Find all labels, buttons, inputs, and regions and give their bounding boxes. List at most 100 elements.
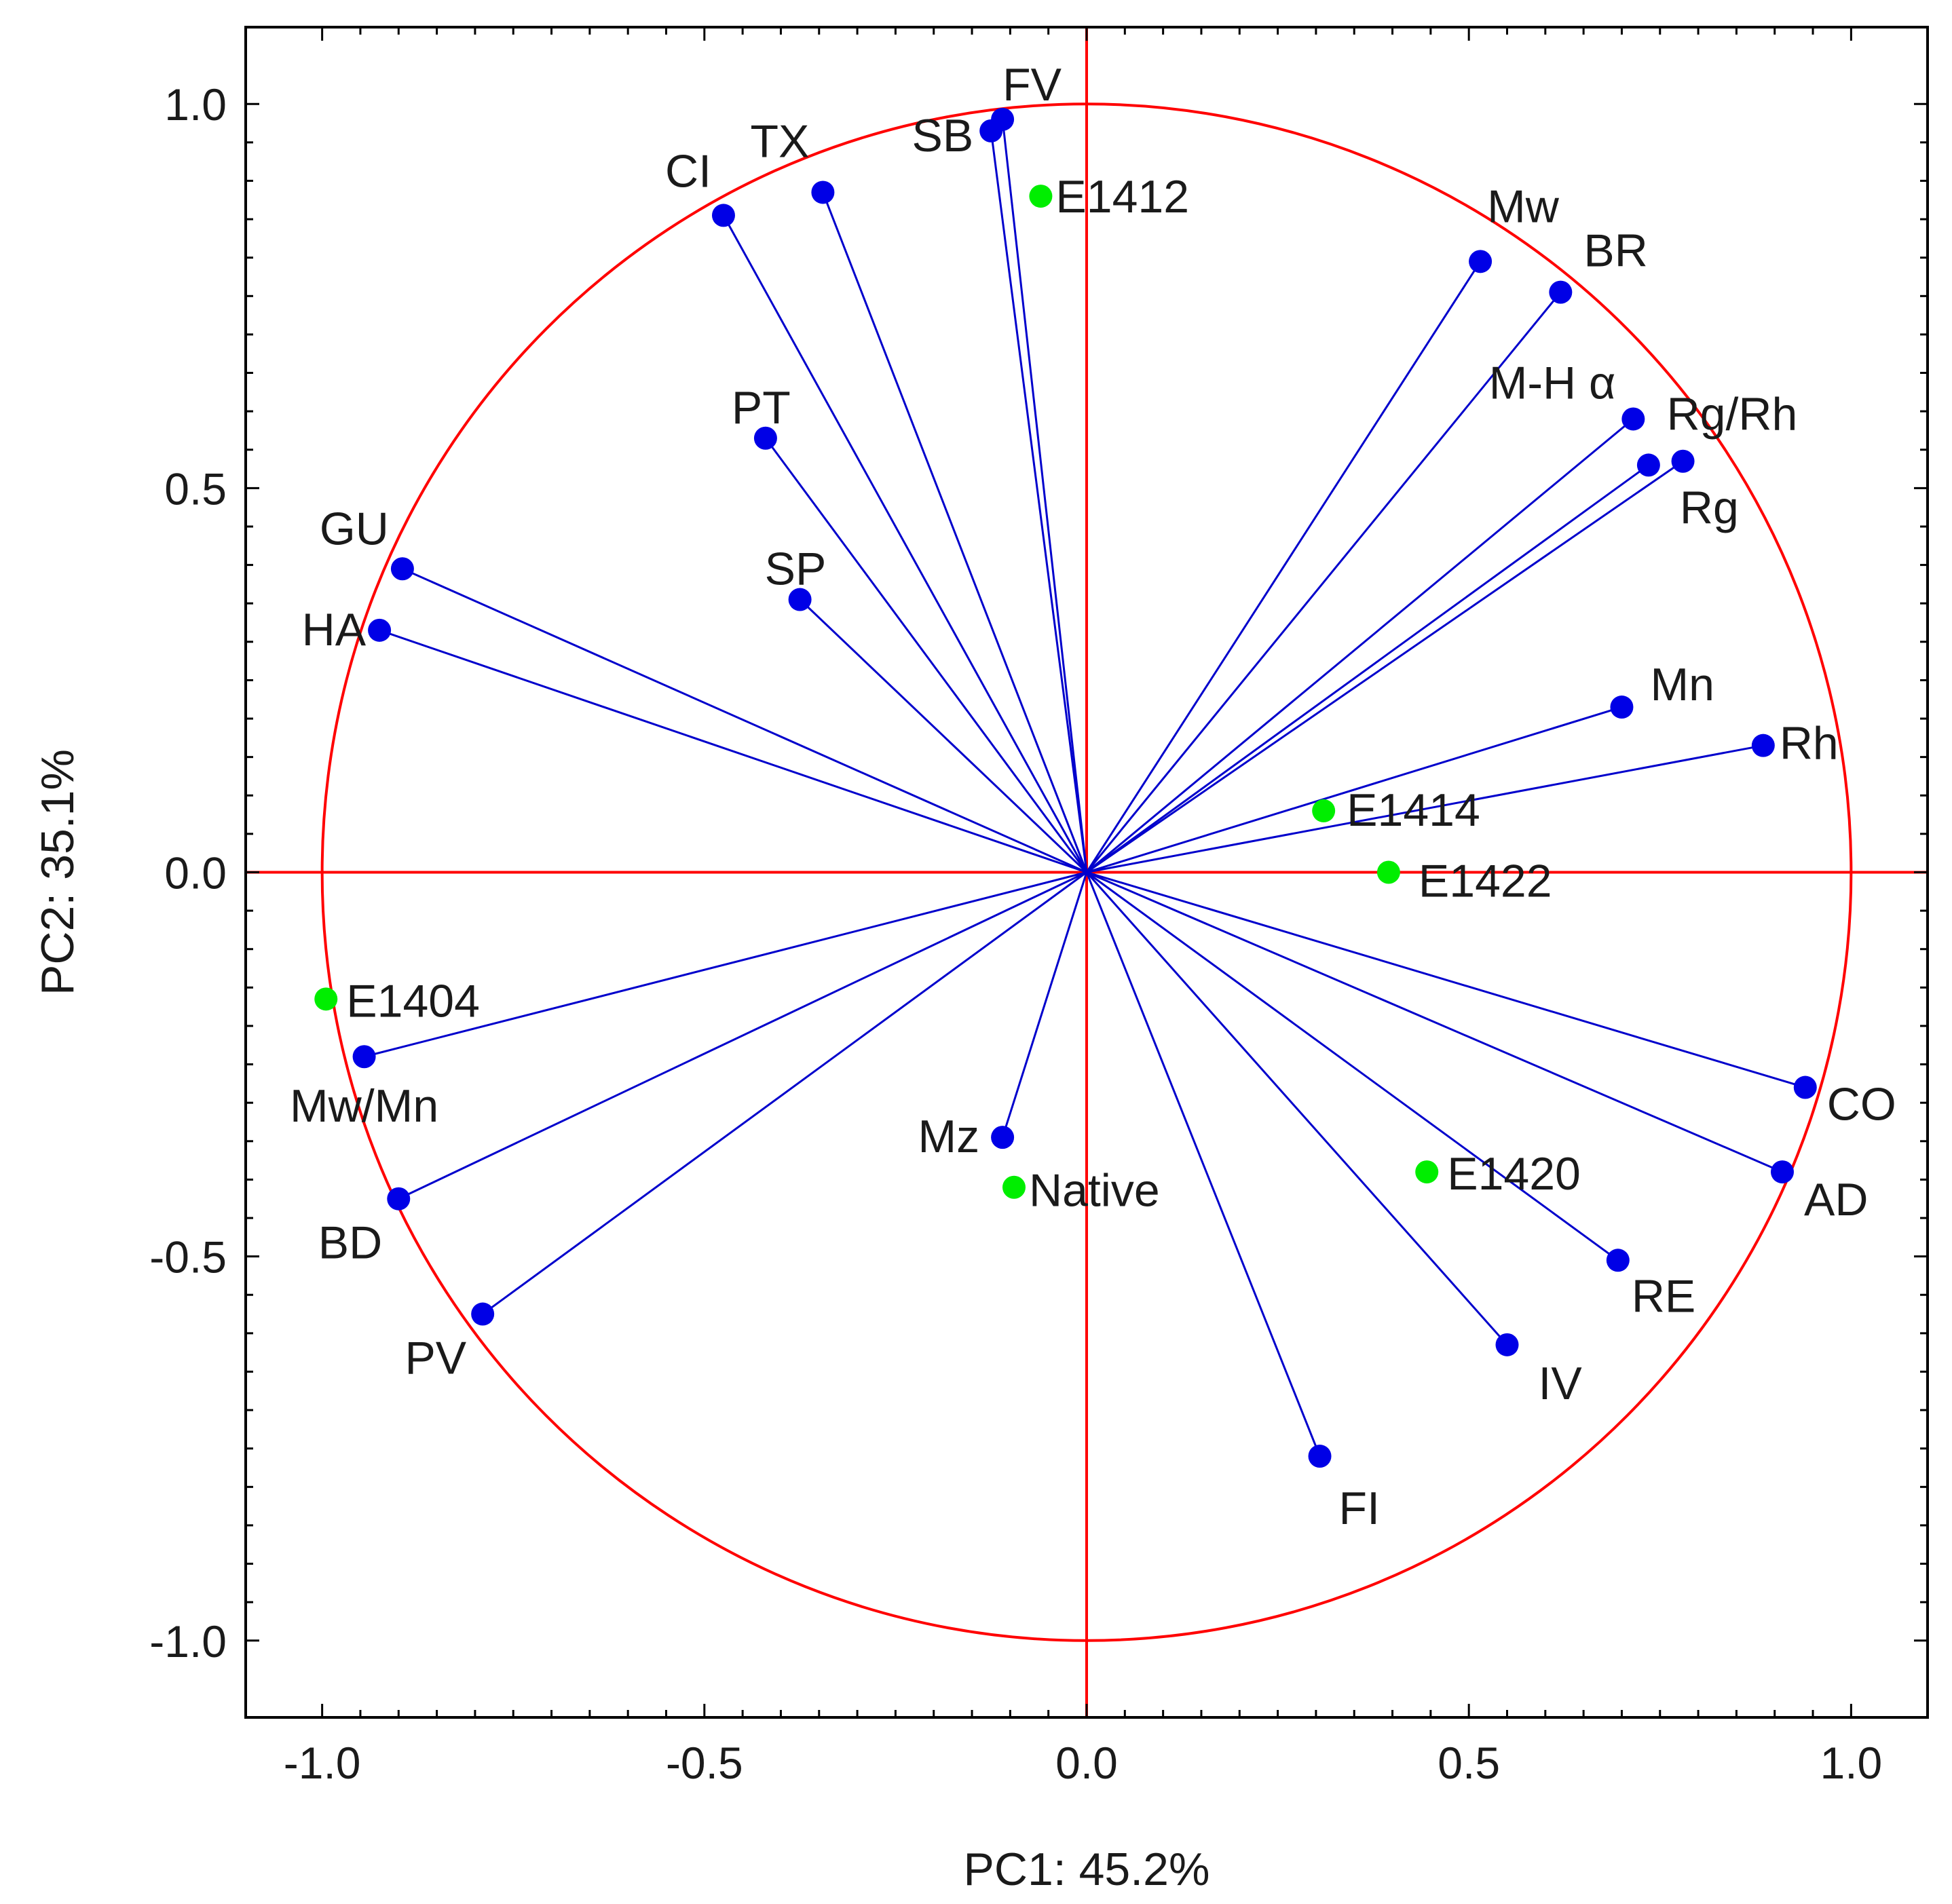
variable-label-br: BR (1583, 225, 1647, 277)
variable-point-m-h- (1621, 407, 1645, 431)
y-axis-title: PC2: 35.1% (32, 749, 83, 995)
variable-label-mn: Mn (1650, 659, 1714, 710)
variable-label-pv: PV (405, 1333, 466, 1384)
vector-mw (1085, 261, 1482, 873)
vector-pv (482, 871, 1087, 1315)
x-tick-label: 0.0 (1055, 1738, 1118, 1788)
variable-point-mn (1610, 696, 1634, 719)
vector-br (1085, 291, 1562, 873)
variable-point-bd (387, 1187, 411, 1211)
vector-co (1086, 871, 1806, 1088)
variable-point-re (1606, 1249, 1630, 1272)
variable-point-co (1793, 1075, 1817, 1099)
points-layer (314, 107, 1817, 1468)
variable-label-pt: PT (732, 382, 791, 434)
variable-point-rh (1751, 734, 1775, 757)
variable-label-m-h-: M-H α (1489, 357, 1616, 408)
variable-label-co: CO (1827, 1079, 1896, 1130)
variable-label-rg: Rg (1680, 482, 1739, 533)
variable-point-sb (979, 119, 1003, 142)
variable-point-pv (471, 1302, 495, 1326)
vector-gu (402, 567, 1087, 873)
variable-point-ci (711, 204, 735, 227)
x-tick-label: 0.5 (1438, 1738, 1500, 1788)
sample-point-e1420 (1415, 1160, 1439, 1184)
sample-label-e1412: E1412 (1055, 171, 1189, 223)
variable-label-fi: FI (1339, 1483, 1380, 1534)
variable-label-tx: TX (750, 115, 809, 167)
vector-ha (379, 629, 1087, 873)
sample-point-e1412 (1029, 185, 1053, 208)
vector-rh (1086, 744, 1764, 873)
plot-frame (244, 26, 1929, 1719)
vector-mz (1001, 872, 1088, 1138)
vector-ad (1086, 871, 1783, 1173)
variable-label-mw-mn: Mw/Mn (290, 1080, 438, 1132)
variable-label-mw: Mw (1487, 180, 1560, 232)
variable-point-mz (991, 1126, 1015, 1149)
vector-ci (722, 214, 1088, 873)
vector-bd (398, 871, 1087, 1200)
variable-point-sp (788, 588, 812, 611)
y-tick-label: -1.0 (149, 1616, 227, 1667)
variable-point-mw (1469, 250, 1493, 273)
variable-label-iv: IV (1539, 1358, 1583, 1409)
vector-fi (1085, 871, 1321, 1457)
variable-point-ha (368, 618, 392, 642)
variable-label-re: RE (1632, 1270, 1695, 1322)
variable-label-rg-rh: Rg/Rh (1667, 389, 1798, 440)
vector-sp (799, 598, 1088, 873)
sample-point-e1404 (314, 987, 338, 1011)
x-axis-title: PC1: 45.2% (964, 1844, 1210, 1895)
variable-label-bd: BD (318, 1217, 382, 1269)
variable-label-ha: HA (302, 604, 367, 655)
x-tick-label: -1.0 (284, 1738, 361, 1788)
variable-label-rh: Rh (1780, 718, 1839, 769)
loading-vectors-layer (364, 119, 1806, 1457)
vector-mn (1086, 706, 1622, 873)
vector-sb (990, 130, 1088, 873)
variable-point-tx (811, 180, 835, 204)
sample-label-native: Native (1029, 1165, 1160, 1217)
variable-point-br (1549, 280, 1573, 304)
vector-rg (1086, 464, 1649, 873)
variable-label-sb: SB (912, 110, 973, 161)
vector-rg-rh (1086, 460, 1684, 873)
variable-label-sp: SP (765, 544, 827, 595)
sample-label-e1420: E1420 (1447, 1148, 1581, 1200)
y-tick-label: 0.5 (164, 463, 227, 514)
variable-point-mw-mn (352, 1045, 376, 1069)
y-tick-label: 1.0 (164, 79, 227, 130)
variable-point-iv (1495, 1333, 1519, 1356)
x-tick-label: -0.5 (666, 1738, 743, 1788)
x-tick-label: 1.0 (1820, 1738, 1882, 1788)
variable-point-fi (1308, 1445, 1332, 1468)
variable-point-pt (753, 426, 777, 450)
point-labels-layer: FV SB TX CI PT SP GU HA Mw BR M-H α Rg/Rh Rg Mn Rh CO AD… (290, 59, 1896, 1534)
vector-iv (1085, 871, 1508, 1346)
variable-point-rg (1636, 453, 1660, 477)
variable-label-mz: Mz (918, 1111, 979, 1162)
vector-re (1086, 871, 1619, 1261)
variable-label-ci: CI (665, 145, 711, 197)
sample-label-e1414: E1414 (1347, 784, 1480, 836)
variable-point-ad (1770, 1160, 1794, 1184)
y-tick-label: -0.5 (149, 1232, 227, 1282)
variable-label-ad: AD (1804, 1174, 1868, 1225)
variable-label-gu: GU (320, 503, 389, 554)
ticks-layer: -1.0 -0.5 0.0 0.5 1.0 1.0 0.5 0.0 -0.5 -1.0 (149, 27, 1928, 1788)
sample-label-e1404: E1404 (346, 975, 480, 1027)
sample-label-e1422: E1422 (1419, 856, 1552, 907)
vector-mw-mn (364, 871, 1087, 1058)
variable-point-rg-rh (1671, 449, 1695, 473)
vector-tx (822, 191, 1088, 873)
sample-point-native (1002, 1175, 1026, 1199)
sample-point-e1414 (1312, 799, 1336, 822)
vector-pt (764, 437, 1088, 873)
variable-point-gu (390, 557, 414, 581)
sample-point-e1422 (1376, 860, 1400, 884)
vector-m-h- (1086, 418, 1634, 873)
y-tick-label: 0.0 (164, 848, 227, 898)
vector-fv (1001, 119, 1088, 873)
